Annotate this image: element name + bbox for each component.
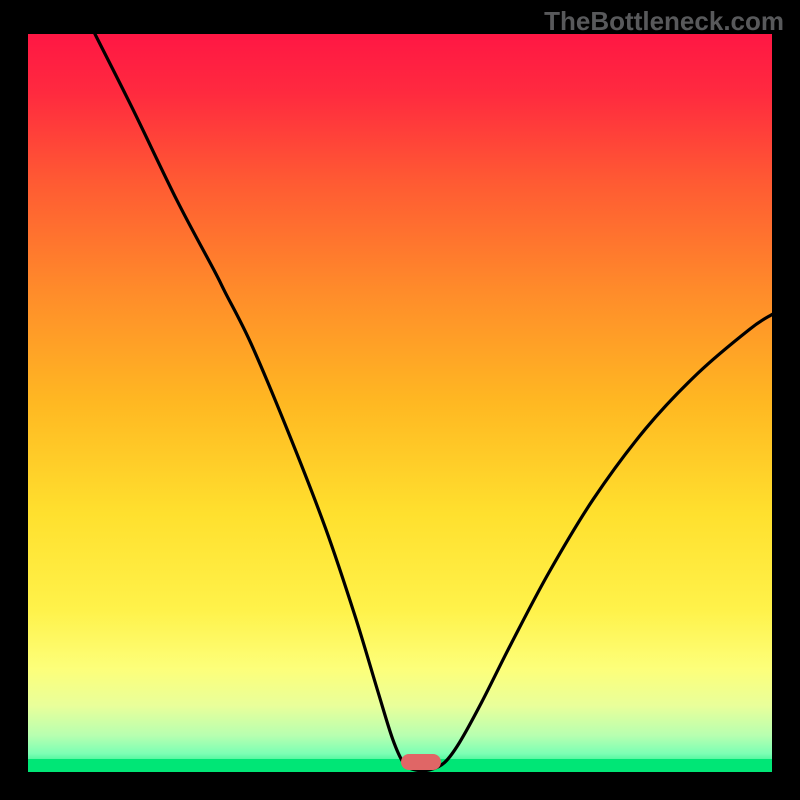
bottleneck-curve (95, 34, 772, 771)
valley-marker (401, 754, 441, 770)
chart-container: TheBottleneck.com (0, 0, 800, 800)
watermark-text: TheBottleneck.com (544, 6, 784, 37)
baseline-band (28, 759, 772, 772)
curve-layer (28, 34, 772, 772)
plot-area (28, 34, 772, 772)
